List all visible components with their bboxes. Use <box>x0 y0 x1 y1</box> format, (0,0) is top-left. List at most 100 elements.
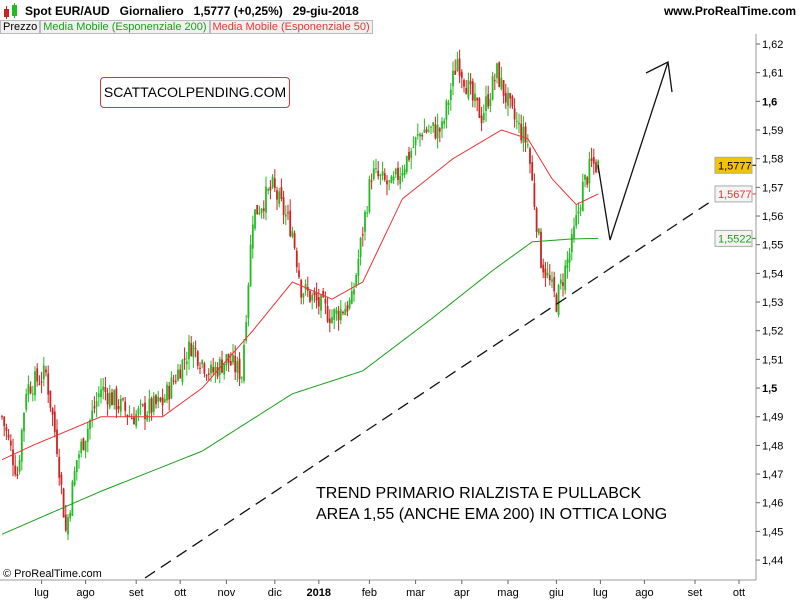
candle-body <box>480 115 483 124</box>
candle <box>359 236 362 266</box>
candle-body <box>238 358 241 380</box>
candle-body <box>139 403 142 405</box>
candle <box>414 136 417 156</box>
candle <box>320 294 322 319</box>
candle <box>449 83 452 111</box>
candle <box>144 395 146 431</box>
candle <box>370 173 373 190</box>
candle <box>410 147 413 170</box>
candle-body <box>309 290 311 302</box>
candle <box>383 168 386 182</box>
candle <box>566 251 569 279</box>
candle <box>9 434 12 452</box>
candle <box>23 412 25 442</box>
candle-body <box>379 174 382 176</box>
candle <box>430 125 432 134</box>
candle-body <box>447 102 450 105</box>
candle-body <box>205 375 208 377</box>
candle-body <box>335 309 338 314</box>
candle-body <box>553 277 556 292</box>
candle <box>243 338 245 384</box>
candle <box>14 454 17 477</box>
candle <box>509 92 512 109</box>
candle-body <box>137 408 140 414</box>
candle-body <box>95 401 98 407</box>
candle-body <box>192 345 195 358</box>
candle-body <box>348 300 351 309</box>
legend-ema50[interactable]: Media Mobile (Esponenziale 50) <box>209 20 373 34</box>
candle <box>232 344 234 366</box>
candle-body <box>421 134 424 137</box>
candle <box>126 414 129 426</box>
candle-body <box>414 137 417 146</box>
candle <box>324 291 327 315</box>
last-price-label-box <box>714 156 753 174</box>
candle-body <box>383 173 386 180</box>
candle <box>445 99 448 129</box>
legend-ema200[interactable]: Media Mobile (Esponenziale 200) <box>40 20 210 34</box>
candle-body <box>251 224 254 249</box>
candle <box>163 394 166 404</box>
candle <box>177 363 179 382</box>
candle <box>40 371 43 394</box>
candle-body <box>337 310 340 321</box>
candle <box>67 513 69 540</box>
candle <box>27 375 30 403</box>
candle-body <box>551 279 553 282</box>
site-link[interactable]: www.ProRealTime.com <box>663 4 796 18</box>
candle <box>357 249 360 285</box>
candle-body <box>188 341 190 360</box>
candle-body <box>524 126 527 143</box>
candle-body <box>388 180 391 182</box>
candle <box>174 374 177 385</box>
candle <box>377 161 380 180</box>
candle <box>170 371 173 400</box>
legend-price[interactable]: Prezzo <box>0 20 41 34</box>
candle-body <box>427 130 430 132</box>
candle <box>592 148 595 175</box>
candle-body <box>284 214 287 217</box>
candle <box>511 94 514 110</box>
candle-body <box>467 80 470 99</box>
copyright: © ProRealTime.com <box>3 568 102 580</box>
candle-body <box>368 179 371 212</box>
candle <box>392 171 395 184</box>
candle <box>502 80 505 104</box>
candle-body <box>463 80 465 87</box>
candle-body <box>148 398 151 414</box>
candle <box>166 381 168 404</box>
last-ema50-label: 1,5677 <box>718 189 752 201</box>
candle-body <box>34 371 36 396</box>
candle <box>190 336 193 357</box>
candle-body <box>86 428 89 442</box>
candle-body <box>579 208 582 210</box>
candle <box>271 173 274 190</box>
candle-body <box>161 397 164 406</box>
candle-body <box>526 144 529 146</box>
candle <box>168 381 171 411</box>
candle-body <box>133 416 135 425</box>
candle-body <box>581 181 584 212</box>
candle-body <box>185 361 188 365</box>
candle <box>375 158 377 174</box>
candle-body <box>218 359 221 375</box>
candle <box>408 146 410 162</box>
candle <box>207 368 210 381</box>
candle <box>480 106 483 132</box>
candle-body <box>346 305 349 312</box>
candle <box>249 234 252 288</box>
candle <box>515 112 518 130</box>
candle-body <box>45 369 47 373</box>
candle-body <box>544 268 547 279</box>
candle <box>465 79 468 95</box>
y-tick-label: 1,57 <box>762 182 783 194</box>
candle-body <box>104 387 107 393</box>
candle <box>436 113 439 149</box>
candle-body <box>190 343 193 357</box>
candle-body <box>489 99 492 106</box>
candle <box>300 278 303 305</box>
candle-body <box>533 183 536 207</box>
candle <box>20 428 23 471</box>
candle-body <box>570 233 573 253</box>
